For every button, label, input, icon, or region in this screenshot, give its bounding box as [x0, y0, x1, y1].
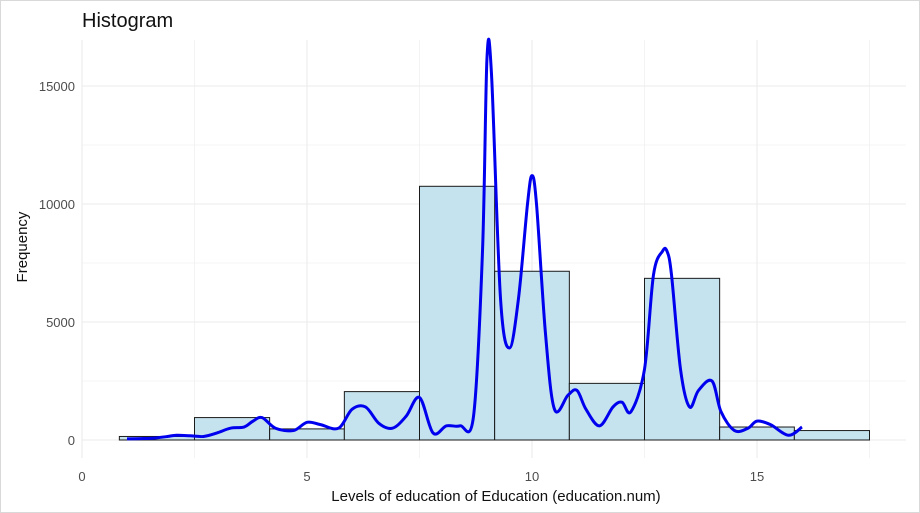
- y-tick-label: 0: [68, 433, 75, 448]
- y-axis-title: Frequency: [14, 211, 31, 282]
- y-tick-label: 10000: [39, 197, 75, 212]
- density-line: [126, 37, 803, 441]
- x-tick-labels: 0 5 10 15: [78, 469, 764, 484]
- y-tick-label: 5000: [46, 315, 75, 330]
- histogram-bar: [568, 382, 645, 441]
- chart-title: Histogram: [82, 10, 173, 32]
- x-axis-title: Levels of education of Education (educat…: [331, 488, 660, 505]
- y-tick-label: 15000: [39, 79, 75, 94]
- histogram-bar: [793, 430, 870, 441]
- x-tick-label: 0: [78, 469, 85, 484]
- histogram-bar: [494, 270, 570, 441]
- density-line-group: [126, 37, 803, 441]
- histogram-bar: [644, 277, 721, 441]
- x-tick-label: 15: [750, 469, 764, 484]
- x-tick-label: 10: [525, 469, 539, 484]
- histogram-bars: [118, 185, 870, 441]
- y-tick-labels: 0 5000 10000 15000: [39, 79, 75, 448]
- x-tick-label: 5: [303, 469, 310, 484]
